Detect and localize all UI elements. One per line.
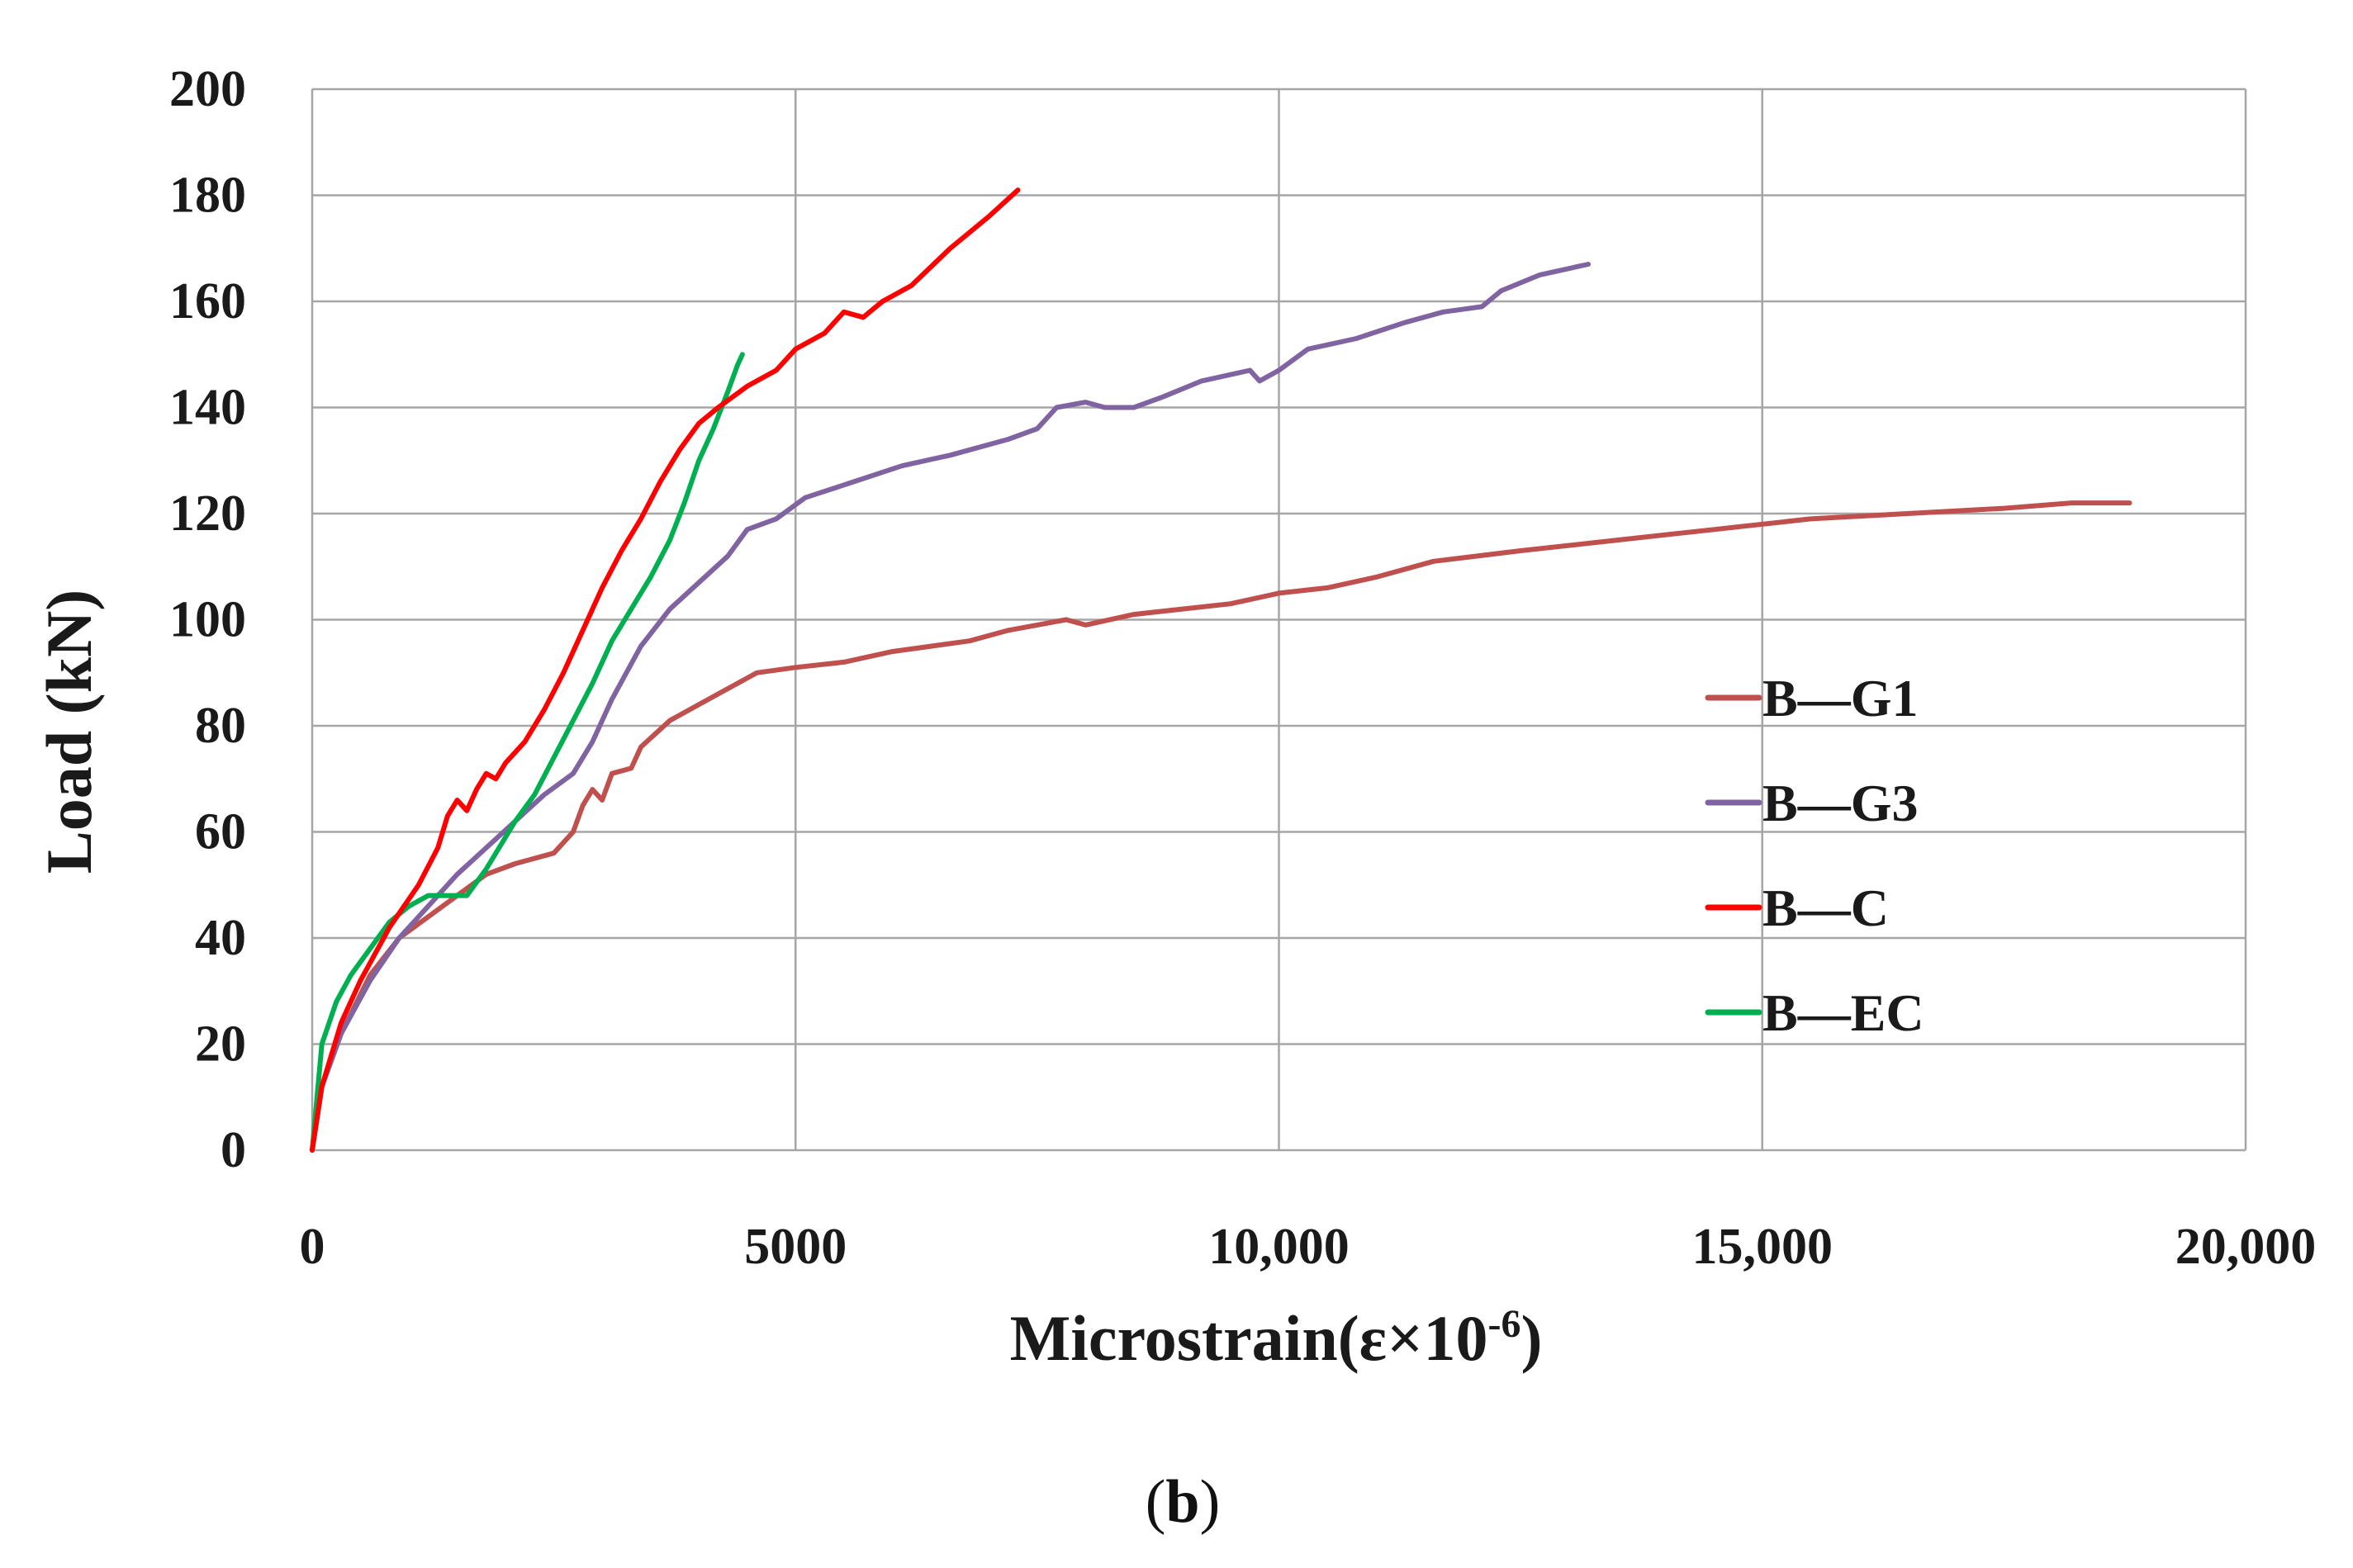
legend-label: B—G1 xyxy=(1762,669,1918,727)
caption-close: ) xyxy=(1200,1468,1221,1536)
x-tick-label: 15,000 xyxy=(1692,1219,1834,1275)
y-axis-ticks: 0 20 40 60 80 100 120 140 160 180 200 xyxy=(169,61,246,1178)
grid xyxy=(311,88,2247,1152)
x-axis-ticks: 0 5000 10,000 15,000 20,000 xyxy=(300,1219,2317,1275)
series-line-b-c xyxy=(310,187,1021,1153)
y-tick-label: 60 xyxy=(195,804,246,860)
legend-label: B—G3 xyxy=(1762,774,1918,832)
y-tick-label: 40 xyxy=(195,910,246,966)
legend: B—G1 B—G3 B—C B—EC xyxy=(1705,669,1924,1042)
y-tick-label: 80 xyxy=(195,698,246,754)
x-tick-label: 10,000 xyxy=(1208,1219,1350,1275)
caption-open: ( xyxy=(1146,1468,1166,1536)
legend-label: B—EC xyxy=(1762,983,1924,1042)
y-tick-label: 20 xyxy=(195,1016,246,1073)
x-axis-title-superscript: -6 xyxy=(1487,1302,1520,1346)
series-lines xyxy=(310,187,2132,1153)
caption-letter: b xyxy=(1165,1468,1199,1536)
y-tick-label: 0 xyxy=(221,1122,246,1178)
figure-caption: (b) xyxy=(1146,1468,1220,1536)
y-tick-label: 120 xyxy=(169,486,246,542)
y-tick-label: 140 xyxy=(169,380,246,436)
y-tick-label: 160 xyxy=(169,273,246,329)
y-tick-label: 100 xyxy=(169,592,246,648)
y-tick-label: 200 xyxy=(169,61,246,117)
x-axis-title: Microstrain(ε×10-6) xyxy=(1010,1302,1543,1374)
x-tick-label: 5000 xyxy=(744,1219,847,1275)
series-line-b-g3 xyxy=(310,262,1592,1153)
y-tick-label: 180 xyxy=(169,168,246,224)
x-axis-title-suffix: ) xyxy=(1520,1302,1542,1374)
legend-label: B—C xyxy=(1762,879,1889,937)
series-line-b-g1 xyxy=(310,500,2132,1153)
y-axis-title: Load (kN) xyxy=(33,590,105,874)
x-tick-label: 0 xyxy=(300,1219,325,1275)
series-line-b-ec xyxy=(310,352,745,1153)
x-axis-title-main: Microstrain(ε×10 xyxy=(1010,1302,1488,1374)
x-tick-label: 20,000 xyxy=(2175,1219,2317,1275)
